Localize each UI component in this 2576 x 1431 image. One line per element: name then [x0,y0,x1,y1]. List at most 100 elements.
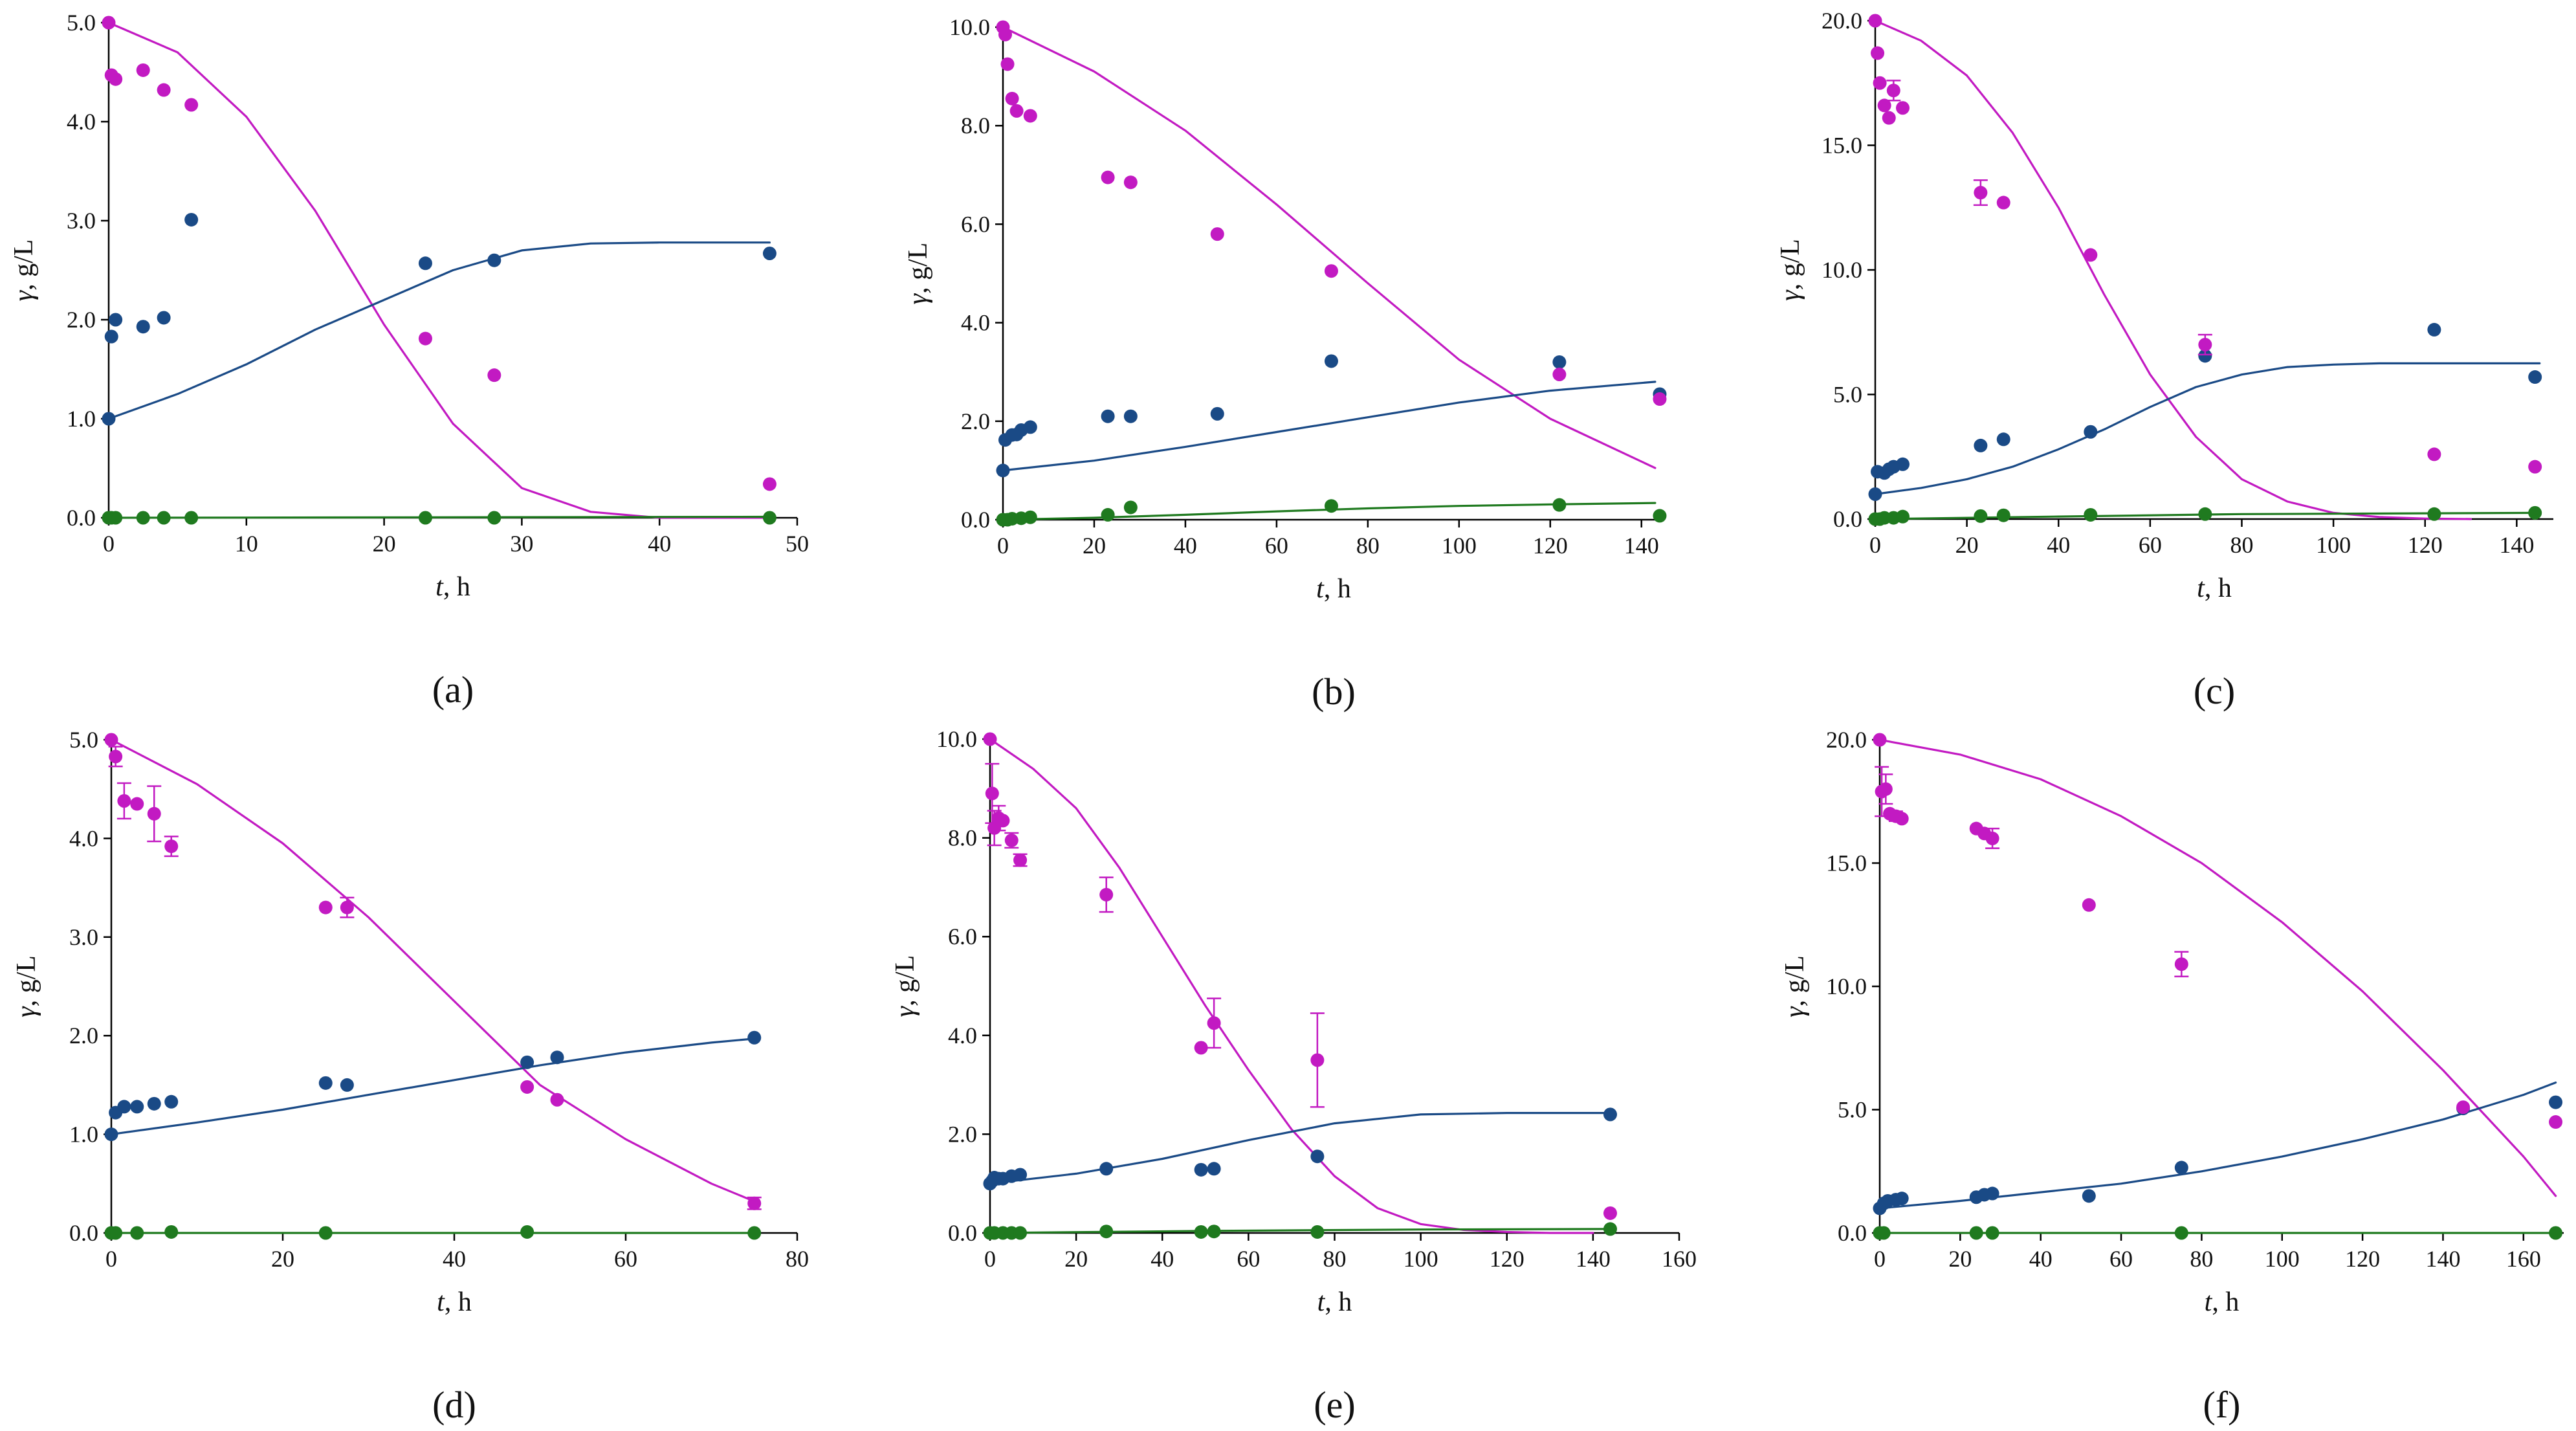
x-axis-variable: t [435,572,444,602]
y-tick-label: 3.0 [67,208,96,234]
product-point [1310,1225,1325,1239]
y-tick-label: 10.0 [936,726,977,752]
product-point [2084,507,2098,522]
x-tick-label: 140 [2499,532,2534,558]
x-tick-label: 40 [443,1246,466,1272]
product-point [1552,498,1567,512]
biomass-point [418,256,432,271]
x-tick-label: 120 [1533,533,1568,559]
biomass-point [1974,438,1988,452]
x-tick-label: 60 [1237,1246,1260,1272]
x-axis-unit: , h [445,1287,472,1317]
y-axis-variable: γ [1776,289,1805,301]
y-tick-label: 0.0 [961,507,990,533]
product-point [1207,1225,1221,1239]
biomass-point [1895,457,1910,471]
substrate-point [998,27,1013,41]
x-tick-label: 80 [2190,1246,2213,1272]
panel-label: (b) [1312,671,1356,713]
biomass-model-line [110,1037,756,1136]
product-point [109,1226,123,1240]
product-point [762,511,776,525]
substrate-point [2082,898,2096,912]
product-point [1324,499,1338,513]
panel-label: (e) [1314,1384,1355,1426]
x-tick-label: 20 [271,1246,294,1272]
biomass-point [1194,1162,1208,1177]
x-axis-unit: , h [443,572,470,602]
x-tick-label: 0 [984,1246,996,1272]
substrate-model-line [989,738,1594,1234]
substrate-point [1013,853,1028,867]
y-axis-variable: γ [903,293,933,304]
y-tick-label: 0.0 [69,1220,98,1246]
y-axis-variable: γ [1780,1006,1810,1017]
y-tick-label: 3.0 [69,924,98,950]
biomass-point [109,313,123,327]
biomass-point [164,1094,179,1109]
y-tick-label: 4.0 [67,109,96,135]
substrate-point [1974,186,1988,200]
substrate-point [487,368,501,383]
substrate-point [2528,460,2542,474]
x-tick-label: 120 [1490,1246,1525,1272]
biomass-point [550,1050,564,1065]
y-tick-label: 2.0 [948,1121,977,1147]
x-axis-label: t, h [2197,573,2232,603]
y-tick-label: 6.0 [948,924,977,949]
substrate-point [109,72,123,86]
x-axis-label: t, h [1316,574,1351,604]
y-axis-unit: , g/L [1776,239,1805,290]
x-tick-label: 0 [103,531,115,557]
y-tick-label: 8.0 [948,825,977,851]
x-axis-label: t, h [435,572,470,602]
substrate-model-line [110,738,756,1203]
x-tick-label: 30 [510,531,533,557]
chart-panel: 0 10 20 30 40 50 0.0 1.0 2.0 3.0 4.0 5.0 t, h γ, g/L (… [9,10,809,711]
product-point [184,511,199,525]
biomass-point [1868,487,1882,501]
chart-panel: 0 20 40 60 80 100 120 140 160 0.0 5.0 10.0 15.0 20.0 t… [1780,727,2564,1426]
panel-label: (a) [432,669,474,711]
x-tick-label: 40 [1150,1246,1174,1272]
product-point [1099,1225,1114,1239]
y-tick-label: 2.0 [961,408,990,434]
x-tick-label: 40 [2047,532,2070,558]
substrate-point [157,83,171,97]
x-tick-label: 140 [1576,1246,1611,1272]
x-tick-label: 40 [2029,1246,2053,1272]
product-model-line [107,515,771,519]
biomass-point [130,1100,144,1114]
biomass-point [747,1030,762,1045]
biomass-point [157,311,171,325]
y-axis-unit: , g/L [12,955,41,1006]
y-tick-label: 4.0 [948,1023,977,1048]
x-axis-unit: , h [2205,573,2232,603]
biomass-point [318,1076,333,1090]
x-tick-label: 120 [2345,1246,2380,1272]
y-tick-label: 5.0 [69,727,98,753]
substrate-point [983,732,997,746]
substrate-point [1878,782,1893,796]
biomass-point [762,246,776,260]
substrate-point [1895,101,1910,115]
y-axis-variable: γ [890,1005,920,1017]
biomass-point [2549,1095,2563,1109]
biomass-model-line [1002,381,1657,472]
substrate-point [1207,1016,1221,1030]
substrate-point [1886,83,1900,98]
biomass-point [1324,354,1338,368]
substrate-point [130,797,144,811]
x-axis-variable: t [2205,1287,2213,1317]
product-point [164,1225,179,1239]
substrate-point [2549,1115,2563,1129]
substrate-point [1552,368,1567,382]
biomass-model-line [989,1112,1612,1185]
x-tick-label: 20 [1948,1246,1972,1272]
biomass-point [117,1100,131,1114]
biomass-point [1210,406,1224,421]
y-tick-label: 4.0 [961,310,990,336]
y-tick-label: 15.0 [1822,133,1862,159]
biomass-point [184,212,199,227]
